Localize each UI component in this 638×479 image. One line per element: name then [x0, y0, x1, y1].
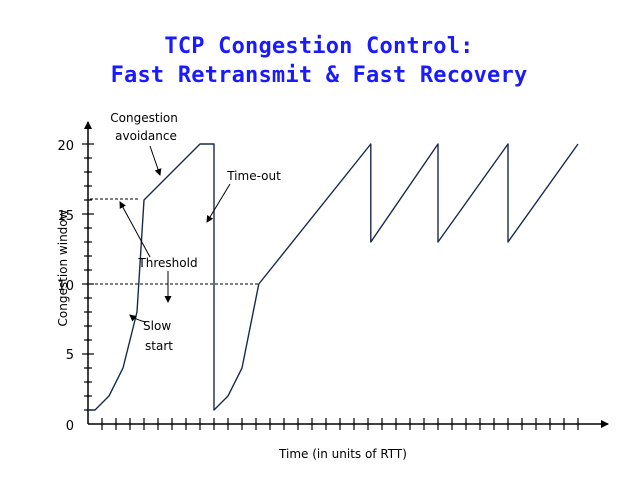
arrow-congestion-avoidance: [149, 145, 162, 176]
y-tick-label-15: 15: [57, 209, 74, 224]
y-tick-label-10: 10: [57, 279, 74, 294]
annotation-threshold-line-1: Threshold: [137, 256, 197, 270]
annotation-congestion-avoidance-line-1: Congestion: [110, 111, 178, 125]
y-tick-label-20: 20: [57, 139, 74, 154]
arrow-threshold-upper: [119, 201, 151, 258]
y-tick-label-0: 0: [66, 419, 74, 434]
chart-subtitle: Fast Retransmit & Fast Recovery: [110, 63, 528, 88]
x-axis-label: Time (in units of RTT): [278, 447, 407, 461]
annotation-congestion-avoidance-line-2: avoidance: [115, 129, 177, 143]
annotation-time-out: Time-out: [226, 169, 281, 183]
annotation-time-out-line-1: Time-out: [226, 169, 281, 183]
annotation-slow-start-line-2: start: [145, 339, 173, 353]
x-tick-marks: [101, 418, 579, 430]
annotation-threshold: Threshold: [137, 256, 197, 270]
chart-title: TCP Congestion Control:: [164, 34, 474, 59]
annotation-slow-start: Slow start: [143, 319, 175, 353]
y-tick-label-5: 5: [66, 348, 74, 363]
congestion-window-line: [88, 143, 579, 411]
annotation-slow-start-line-1: Slow: [143, 319, 171, 333]
y-axis-label: Congestion window: [56, 209, 70, 326]
y-tick-marks: [82, 143, 94, 411]
annotation-congestion-avoidance: Congestion avoidance: [110, 111, 181, 143]
arrow-slow-start: [129, 314, 147, 323]
arrow-time-out: [206, 183, 231, 223]
